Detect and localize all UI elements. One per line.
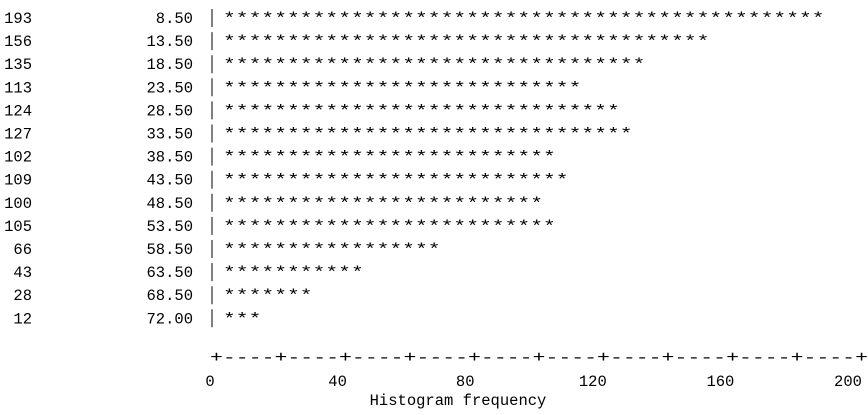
- axis-tick-label: 160: [706, 373, 734, 391]
- row-count: 135: [4, 56, 32, 74]
- histogram-row: 127 33.50 ********************************: [4, 124, 633, 144]
- row-bar: *********************************: [223, 56, 645, 74]
- x-axis-label: Histogram frequency: [370, 392, 547, 410]
- row-bar: ****************************: [223, 79, 581, 97]
- histogram-row: 12 72.00 ***: [13, 309, 261, 328]
- row-bar: *******: [223, 287, 313, 305]
- row-bin-label: 8.50: [156, 10, 193, 28]
- row-bar: *************************: [223, 195, 543, 213]
- row-bin-label: 23.50: [146, 79, 193, 97]
- histogram-row: 100 48.50 *************************: [4, 193, 543, 213]
- histogram-row: 156 13.50 ********************************…: [4, 32, 709, 51]
- histogram-row: 109 43.50 ***************************: [4, 170, 569, 190]
- histogram-rows: 193 8.50 *********************************…: [4, 9, 825, 328]
- row-bar: ********************************: [223, 126, 633, 144]
- row-count: 156: [4, 33, 32, 51]
- row-count: 127: [4, 126, 32, 144]
- row-bin-label: 18.50: [146, 56, 193, 74]
- row-count: 113: [4, 79, 32, 97]
- row-bin-label: 38.50: [146, 149, 193, 167]
- row-bin-label: 33.50: [146, 126, 193, 144]
- row-count: 193: [4, 10, 32, 28]
- row-bin-label: 72.00: [146, 310, 193, 328]
- histogram-row: 193 8.50 *********************************…: [4, 9, 825, 28]
- axis-tick-labels: 0 40 80 120 160 200: [205, 373, 862, 391]
- row-bin-label: 28.50: [146, 102, 193, 120]
- row-bin-label: 48.50: [146, 195, 193, 213]
- axis-tick-label: 120: [579, 373, 607, 391]
- row-bar: ****************************************…: [223, 10, 825, 28]
- axis-tick-label: 80: [456, 373, 475, 391]
- axis-ruler: +----+----+----+----+----+----+----+----…: [210, 349, 868, 367]
- row-bar: ***: [223, 310, 261, 328]
- row-count: 124: [4, 102, 32, 120]
- row-bin-label: 43.50: [146, 172, 193, 190]
- axis-tick-label: 0: [205, 373, 214, 391]
- row-count: 43: [13, 264, 32, 282]
- histogram-row: 105 53.50 **************************: [4, 216, 556, 236]
- histogram-row: 66 58.50 *****************: [13, 240, 441, 259]
- row-count: 109: [4, 172, 32, 190]
- histogram-row: 135 18.50 ********************************…: [4, 55, 645, 74]
- row-count: 100: [4, 195, 32, 213]
- row-bar: **************************: [223, 149, 556, 167]
- histogram-row: 28 68.50 *******: [13, 286, 313, 305]
- row-bin-label: 53.50: [146, 218, 193, 236]
- row-bar: ***********: [223, 264, 364, 282]
- row-count: 12: [13, 310, 32, 328]
- axis-tick-label: 40: [328, 373, 347, 391]
- row-bar: **************************************: [223, 33, 709, 51]
- row-count: 105: [4, 218, 32, 236]
- row-bar: ***************************: [223, 172, 569, 190]
- row-bin-label: 68.50: [146, 287, 193, 305]
- row-count: 28: [13, 287, 32, 305]
- axis-tick-label: 200: [834, 373, 862, 391]
- row-bar: **************************: [223, 218, 556, 236]
- histogram-row: 102 38.50 **************************: [4, 147, 556, 167]
- row-count: 66: [13, 241, 32, 259]
- row-bin-label: 58.50: [146, 241, 193, 259]
- row-bin-label: 63.50: [146, 264, 193, 282]
- row-count: 102: [4, 149, 32, 167]
- histogram-row: 113 23.50 ****************************: [4, 78, 581, 97]
- histogram-row: 124 28.50 *******************************: [4, 101, 620, 120]
- row-bar: *****************: [223, 241, 441, 259]
- row-bin-label: 13.50: [146, 33, 193, 51]
- row-bar: *******************************: [223, 102, 620, 120]
- histogram-row: 43 63.50 ***********: [13, 263, 364, 282]
